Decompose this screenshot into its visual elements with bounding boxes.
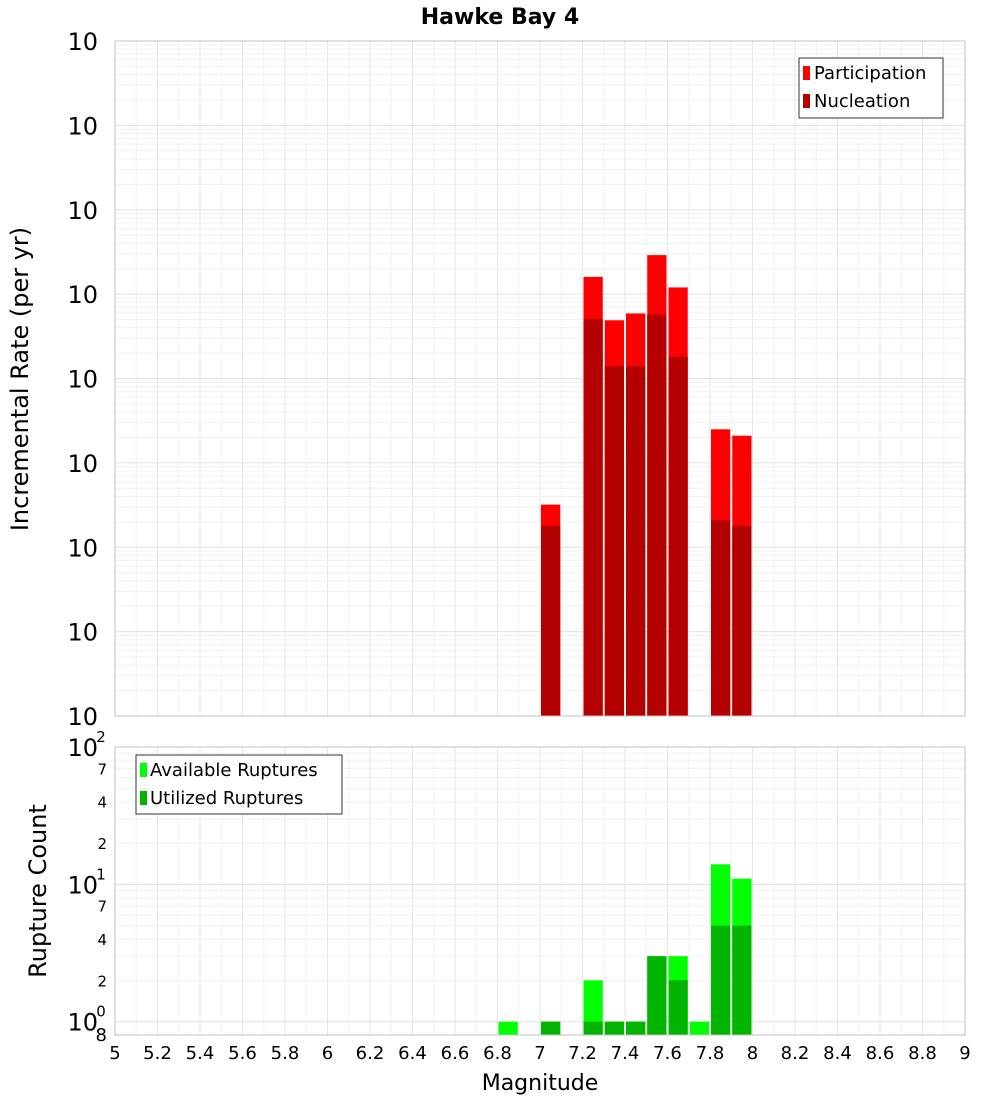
x-tick-label: 5.6	[228, 1043, 257, 1064]
chart-title: Hawke Bay 4	[421, 5, 579, 30]
y-minor-tick-label: 2	[97, 972, 107, 990]
y-minor-tick-label: 4	[97, 794, 107, 812]
utilized-ruptures-bar	[583, 1021, 603, 1035]
y-minor-tick-label: 7	[97, 898, 107, 916]
available-ruptures-bar	[583, 980, 603, 1035]
nucleation-bar	[711, 520, 731, 716]
x-tick-label: 5.4	[186, 1043, 215, 1064]
rate-grid	[114, 41, 966, 717]
y-minor-tick-label: 2	[97, 835, 107, 853]
y-tick-base: 10	[67, 450, 98, 478]
y-tick-base: 10	[67, 703, 98, 731]
x-tick-label: 6.2	[356, 1043, 385, 1064]
y-tick-label: 10	[67, 534, 98, 562]
y-tick-exp: 1	[96, 865, 106, 883]
utilized-ruptures-bar	[626, 1021, 646, 1035]
utilized-ruptures-bar	[668, 980, 688, 1035]
y-minor-tick-label: 7	[97, 760, 107, 778]
y-minor-tick-label: 4	[97, 931, 107, 949]
y-tick-label: 10	[67, 281, 98, 309]
x-tick-label: 7.8	[696, 1043, 725, 1064]
y-tick-label: 10	[67, 450, 98, 478]
x-ticks: 5 5.2 5.4 5.6 5.8 6 6.2 6.4 6.6 6.8 7 7.2 7.4 7.6 7.8 8…	[109, 1043, 970, 1064]
y-tick-base: 10	[67, 281, 98, 309]
legend-swatch	[803, 66, 810, 80]
x-tick-label: 5	[109, 1043, 120, 1064]
legend-swatch	[140, 763, 147, 777]
y-tick-label: 10	[67, 28, 98, 56]
x-tick-label: 7.6	[653, 1043, 682, 1064]
legend-label: Available Ruptures	[150, 760, 318, 781]
y-tick-label: 10	[67, 619, 98, 647]
utilized-ruptures-bar	[732, 925, 752, 1035]
x-axis-label: Magnitude	[482, 1071, 599, 1096]
x-tick-label: 7.2	[568, 1043, 597, 1064]
y-tick-label: 10	[67, 703, 98, 731]
y-tick-label: 10	[67, 197, 98, 225]
count-legend: Available Ruptures Utilized Ruptures	[135, 754, 343, 815]
rate-legend: Participation Nucleation	[798, 57, 944, 119]
y-tick-label: 10	[67, 112, 98, 140]
x-tick-label: 7	[534, 1043, 545, 1064]
available-ruptures-bar	[689, 1021, 709, 1035]
legend-box	[135, 754, 343, 815]
nucleation-bar	[583, 318, 603, 716]
utilized-ruptures-bar	[541, 1021, 561, 1035]
y-tick-exp: 0	[96, 1003, 106, 1021]
nucleation-bar	[626, 366, 646, 716]
count-y-axis-label: Rupture Count	[24, 804, 52, 978]
x-tick-label: 5.8	[271, 1043, 300, 1064]
x-tick-label: 6.6	[441, 1043, 470, 1064]
y-minor-tick-label: 8	[96, 1025, 107, 1046]
nucleation-bar	[604, 366, 624, 716]
x-tick-label: 8.8	[908, 1043, 937, 1064]
x-tick-label: 7.4	[611, 1043, 640, 1064]
available-ruptures-bar	[498, 1021, 518, 1035]
y-tick-base: 10	[67, 112, 98, 140]
legend-label: Participation	[814, 63, 926, 84]
x-tick-label: 8.4	[823, 1043, 852, 1064]
x-tick-label: 6.4	[398, 1043, 427, 1064]
x-tick-label: 9	[959, 1043, 970, 1064]
x-tick-label: 6.8	[483, 1043, 512, 1064]
y-tick-label: 10	[67, 366, 98, 394]
count-plot-border	[114, 746, 966, 1036]
rate-y-axis-label: Incremental Rate (per yr)	[6, 227, 34, 531]
y-tick-base: 10	[67, 28, 98, 56]
legend-swatch	[140, 791, 147, 805]
x-tick-label: 6	[322, 1043, 333, 1064]
nucleation-bar	[668, 356, 688, 716]
x-tick-label: 8.2	[781, 1043, 810, 1064]
x-tick-label: 8.6	[866, 1043, 895, 1064]
y-tick-base: 10	[67, 534, 98, 562]
utilized-ruptures-bar	[647, 956, 667, 1035]
rate-bars	[541, 255, 752, 716]
x-tick-label: 5.2	[143, 1043, 172, 1064]
y-tick-label: 10	[67, 871, 98, 899]
y-tick-label: 10	[67, 1009, 98, 1037]
y-tick-base: 10	[67, 619, 98, 647]
x-tick-label: 8	[747, 1043, 758, 1064]
y-tick-exp: 2	[96, 728, 106, 746]
legend-box	[798, 57, 944, 119]
legend-label: Nucleation	[814, 91, 910, 112]
utilized-ruptures-bar	[604, 1021, 624, 1035]
nucleation-bar	[541, 525, 561, 716]
rate-plot-border	[114, 40, 966, 717]
nucleation-bar	[732, 525, 752, 716]
utilized-ruptures-bar	[711, 925, 731, 1035]
y-tick-base: 10	[67, 197, 98, 225]
nucleation-bar	[647, 314, 667, 716]
legend-swatch	[803, 94, 810, 108]
count-bars	[498, 864, 752, 1035]
y-tick-label: 10	[67, 734, 98, 762]
y-tick-base: 10	[67, 366, 98, 394]
legend-label: Utilized Ruptures	[150, 788, 303, 809]
